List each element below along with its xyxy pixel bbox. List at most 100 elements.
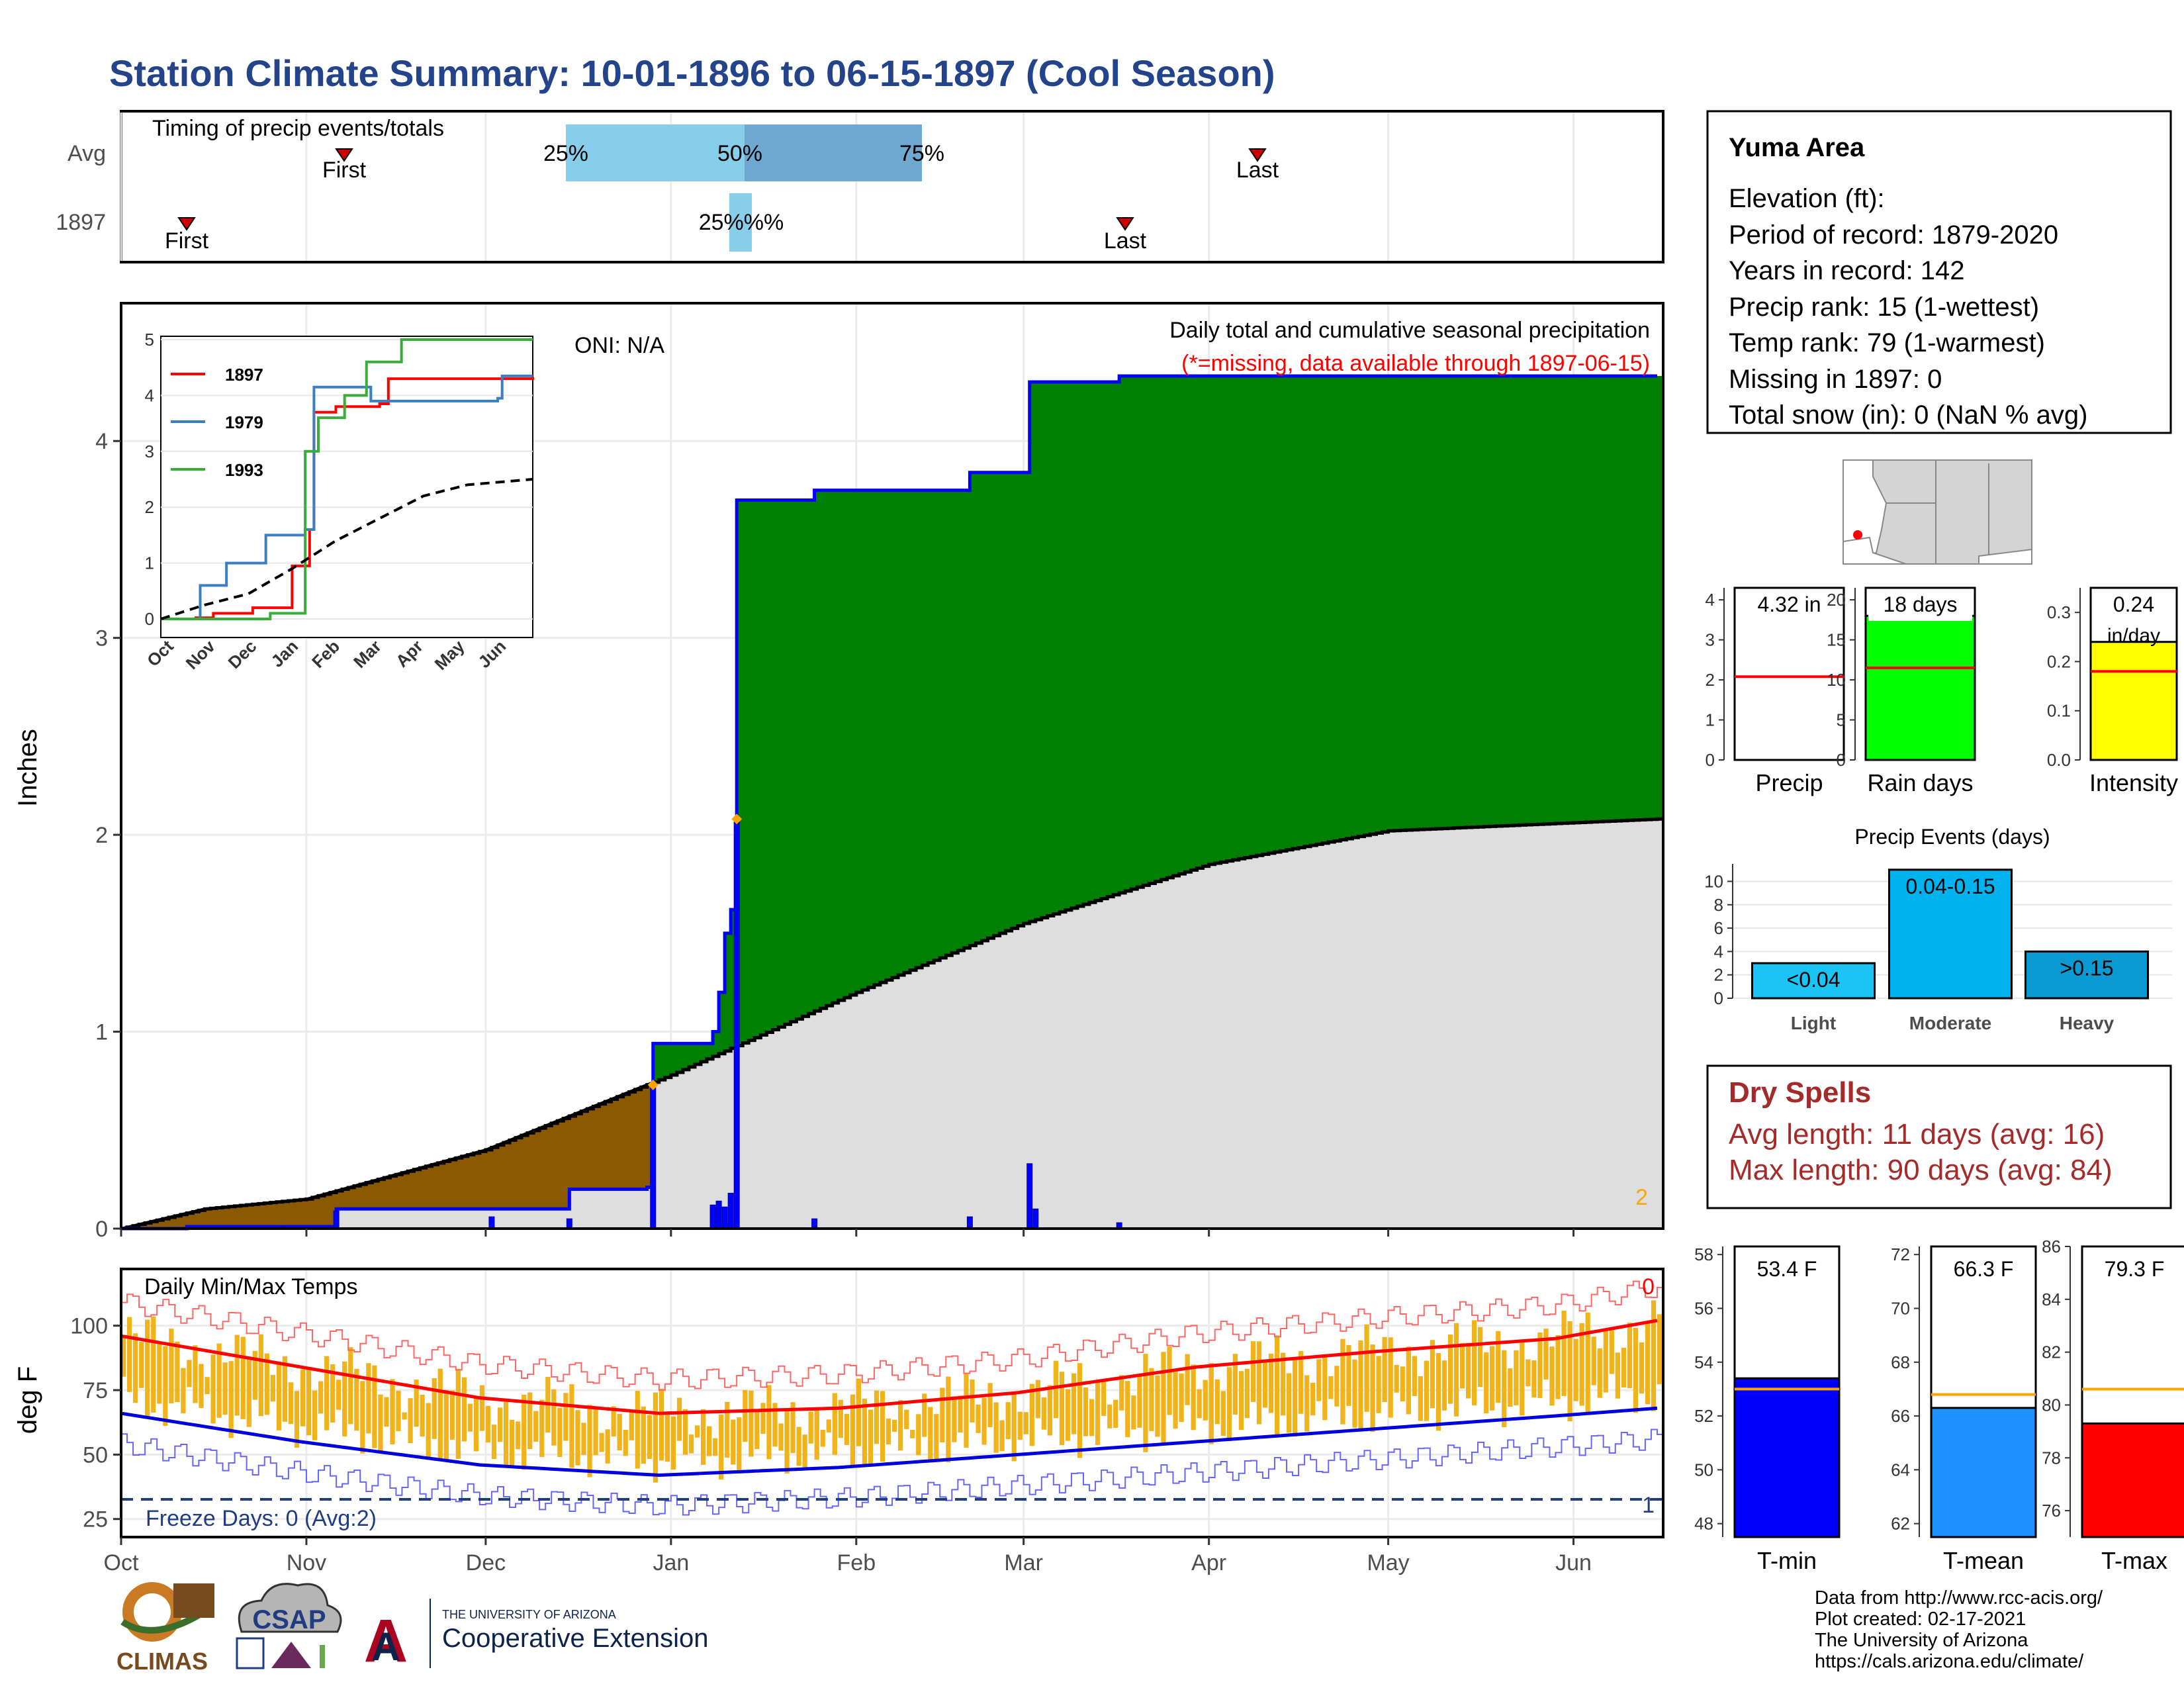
daily-temp-bar xyxy=(1262,1362,1268,1408)
inset-y-tick-label: 2 xyxy=(145,497,154,517)
daily-temp-bar xyxy=(270,1375,275,1402)
events-category-label: Heavy xyxy=(2060,1013,2115,1033)
daily-temp-bar xyxy=(1567,1321,1572,1422)
small-bar-tick-label-precip: 2 xyxy=(1706,670,1715,690)
daily-temp-bar xyxy=(348,1347,353,1425)
temp-bar-value-text-tmin: 53.4 F xyxy=(1757,1257,1817,1281)
precip-marker xyxy=(731,814,743,825)
daily-temp-bar xyxy=(1149,1368,1154,1431)
station-temp-rank: Temp rank: 79 (1-warmest) xyxy=(1729,328,2045,357)
temp-bar-value-tmin xyxy=(1733,1377,1841,1538)
x-axis-label: Nov xyxy=(287,1550,326,1575)
daily-temp-bar xyxy=(169,1329,174,1404)
daily-temp-bar xyxy=(1490,1346,1495,1411)
inset-legend-label: 1993 xyxy=(225,460,263,480)
daily-temp-bar xyxy=(1465,1342,1471,1399)
daily-temp-bar xyxy=(694,1425,700,1438)
precip-y-tick-label: 1 xyxy=(95,1020,108,1045)
temp-bar-value-tmax xyxy=(2081,1422,2184,1538)
daily-temp-bar xyxy=(384,1397,389,1427)
temp-bottom-right: 1 xyxy=(1642,1493,1655,1518)
timing-row-avg: Avg xyxy=(68,141,106,166)
small-bar-tick-label-raindays: 0 xyxy=(1837,750,1846,770)
daily-temp-bar xyxy=(713,1438,718,1456)
events-bar-label: 0.04-0.15 xyxy=(1905,874,1995,898)
daily-precip-bar xyxy=(721,1206,728,1229)
daily-temp-bar xyxy=(157,1342,162,1404)
temp-y-tick-label: 100 xyxy=(70,1314,108,1339)
daily-temp-bar xyxy=(414,1380,419,1427)
small-bar-tick-label-precip: 0 xyxy=(1706,750,1715,770)
daily-temp-bar xyxy=(987,1383,993,1428)
small-bar-tick-label-precip: 4 xyxy=(1706,590,1715,610)
daily-precip-bar xyxy=(811,1218,818,1229)
daily-temp-bar xyxy=(1095,1380,1101,1445)
daily-temp-bar xyxy=(1496,1331,1501,1403)
events-y-tick-label: 6 xyxy=(1714,918,1723,938)
temp-bar-tick-label-tmax: 82 xyxy=(2042,1342,2061,1362)
events-category-label: Moderate xyxy=(1909,1013,1991,1033)
small-bar-value-text-intensity: 0.24 xyxy=(2113,592,2154,616)
daily-temp-bar xyxy=(778,1423,784,1451)
daily-temp-bar xyxy=(408,1398,413,1444)
timing-avg-p50: 50% xyxy=(717,141,762,166)
daily-temp-bar xyxy=(1310,1382,1316,1416)
daily-temp-bar xyxy=(743,1389,748,1442)
daily-temp-bar xyxy=(1418,1376,1423,1421)
daily-temp-bar xyxy=(479,1385,485,1431)
oni-label: ONI: N/A xyxy=(574,333,664,358)
daily-temp-bar xyxy=(749,1390,754,1457)
temp-bar-label-tmin: T-min xyxy=(1757,1547,1817,1574)
daily-temp-bar xyxy=(1520,1339,1525,1416)
daily-temp-bar xyxy=(629,1410,634,1440)
daily-precip-bar xyxy=(709,1204,716,1229)
daily-temp-bar xyxy=(1472,1320,1477,1405)
daily-temp-bar xyxy=(1203,1380,1208,1421)
daily-temp-bar xyxy=(1502,1350,1507,1428)
daily-temp-bar xyxy=(516,1421,521,1450)
small-bar-value-intensity xyxy=(2089,641,2178,761)
daily-temp-bar xyxy=(503,1398,509,1466)
small-bar-tick-label-precip: 3 xyxy=(1706,630,1715,650)
timing-year-first-marker xyxy=(177,217,196,231)
daily-temp-bar xyxy=(826,1419,831,1432)
credits-line4: https://cals.arizona.edu/climate/ xyxy=(1815,1651,2084,1672)
daily-temp-bar xyxy=(868,1409,874,1467)
daily-temp-bar xyxy=(1244,1368,1250,1419)
daily-temp-bar xyxy=(605,1429,610,1464)
daily-temp-bar xyxy=(145,1319,150,1417)
small-bar-label-intensity: Intensity xyxy=(2089,769,2178,796)
daily-temp-bar xyxy=(1484,1352,1489,1413)
temp-bar-label-tmax: T-max xyxy=(2101,1547,2167,1574)
daily-temp-bar xyxy=(551,1389,557,1446)
daily-temp-bar xyxy=(820,1429,825,1447)
precip-y-tick-label: 3 xyxy=(95,626,108,651)
precip-y-tick-label: 0 xyxy=(95,1217,108,1242)
daily-temp-bar xyxy=(707,1426,712,1456)
daily-temp-bar xyxy=(653,1392,658,1483)
daily-temp-bar xyxy=(993,1402,999,1453)
daily-temp-bar xyxy=(1071,1373,1077,1434)
daily-temp-bar xyxy=(354,1368,359,1431)
events-bar-heavy xyxy=(2025,950,2149,1000)
svg-text:A: A xyxy=(364,1607,408,1675)
daily-temp-bar xyxy=(210,1354,216,1424)
daily-temp-bar xyxy=(1537,1333,1543,1398)
daily-temp-bar xyxy=(784,1409,790,1474)
daily-temp-bar xyxy=(814,1409,819,1460)
timing-avg-p25: 25% xyxy=(543,141,588,166)
ua-logo-big-text: Cooperative Extension xyxy=(442,1624,708,1653)
daily-temp-bar xyxy=(862,1398,868,1465)
daily-temp-bar xyxy=(1113,1399,1118,1428)
daily-temp-bar xyxy=(533,1411,539,1442)
daily-temp-bar xyxy=(151,1316,156,1413)
daily-temp-bar xyxy=(330,1364,336,1423)
inset-y-tick-label: 3 xyxy=(145,442,154,461)
precip-y-tick-label: 4 xyxy=(95,429,108,454)
daily-temp-bar xyxy=(437,1368,443,1459)
daily-temp-bar xyxy=(1609,1329,1614,1374)
events-bar-label: >0.15 xyxy=(2060,956,2114,980)
daily-temp-bar xyxy=(1441,1360,1447,1411)
daily-temp-bar xyxy=(1633,1328,1639,1413)
csap-logo: CSAP xyxy=(236,1583,342,1669)
